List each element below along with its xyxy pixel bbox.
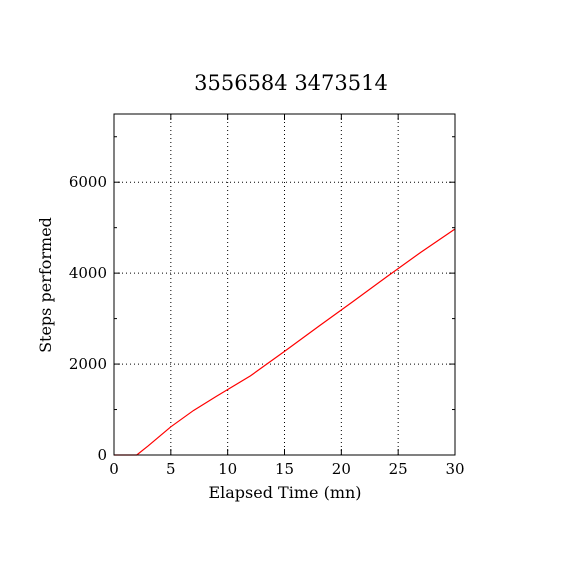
x-tick-label: 0 [109,460,119,478]
y-tick-label: 0 [97,446,107,464]
x-tick-label: 30 [445,460,464,478]
x-tick-label: 20 [332,460,351,478]
axis-ticks [113,114,456,456]
grid-lines [114,114,455,455]
tick-labels: 0 5 10 15 20 25 30 0 2000 4000 6000 [69,173,465,478]
x-axis-label: Elapsed Time (mn) [208,483,361,502]
chart-title: 3556584 3473514 [194,71,388,95]
y-tick-label: 2000 [69,355,107,373]
series-line [114,228,456,456]
plot-frame [113,113,456,456]
x-tick-label: 15 [275,460,294,478]
data-series [114,228,456,456]
y-axis-label: Steps performed [36,217,55,353]
y-tick-label: 6000 [69,173,107,191]
x-tick-label: 10 [218,460,237,478]
x-tick-label: 5 [166,460,176,478]
y-tick-label: 4000 [69,264,107,282]
x-tick-label: 25 [389,460,408,478]
